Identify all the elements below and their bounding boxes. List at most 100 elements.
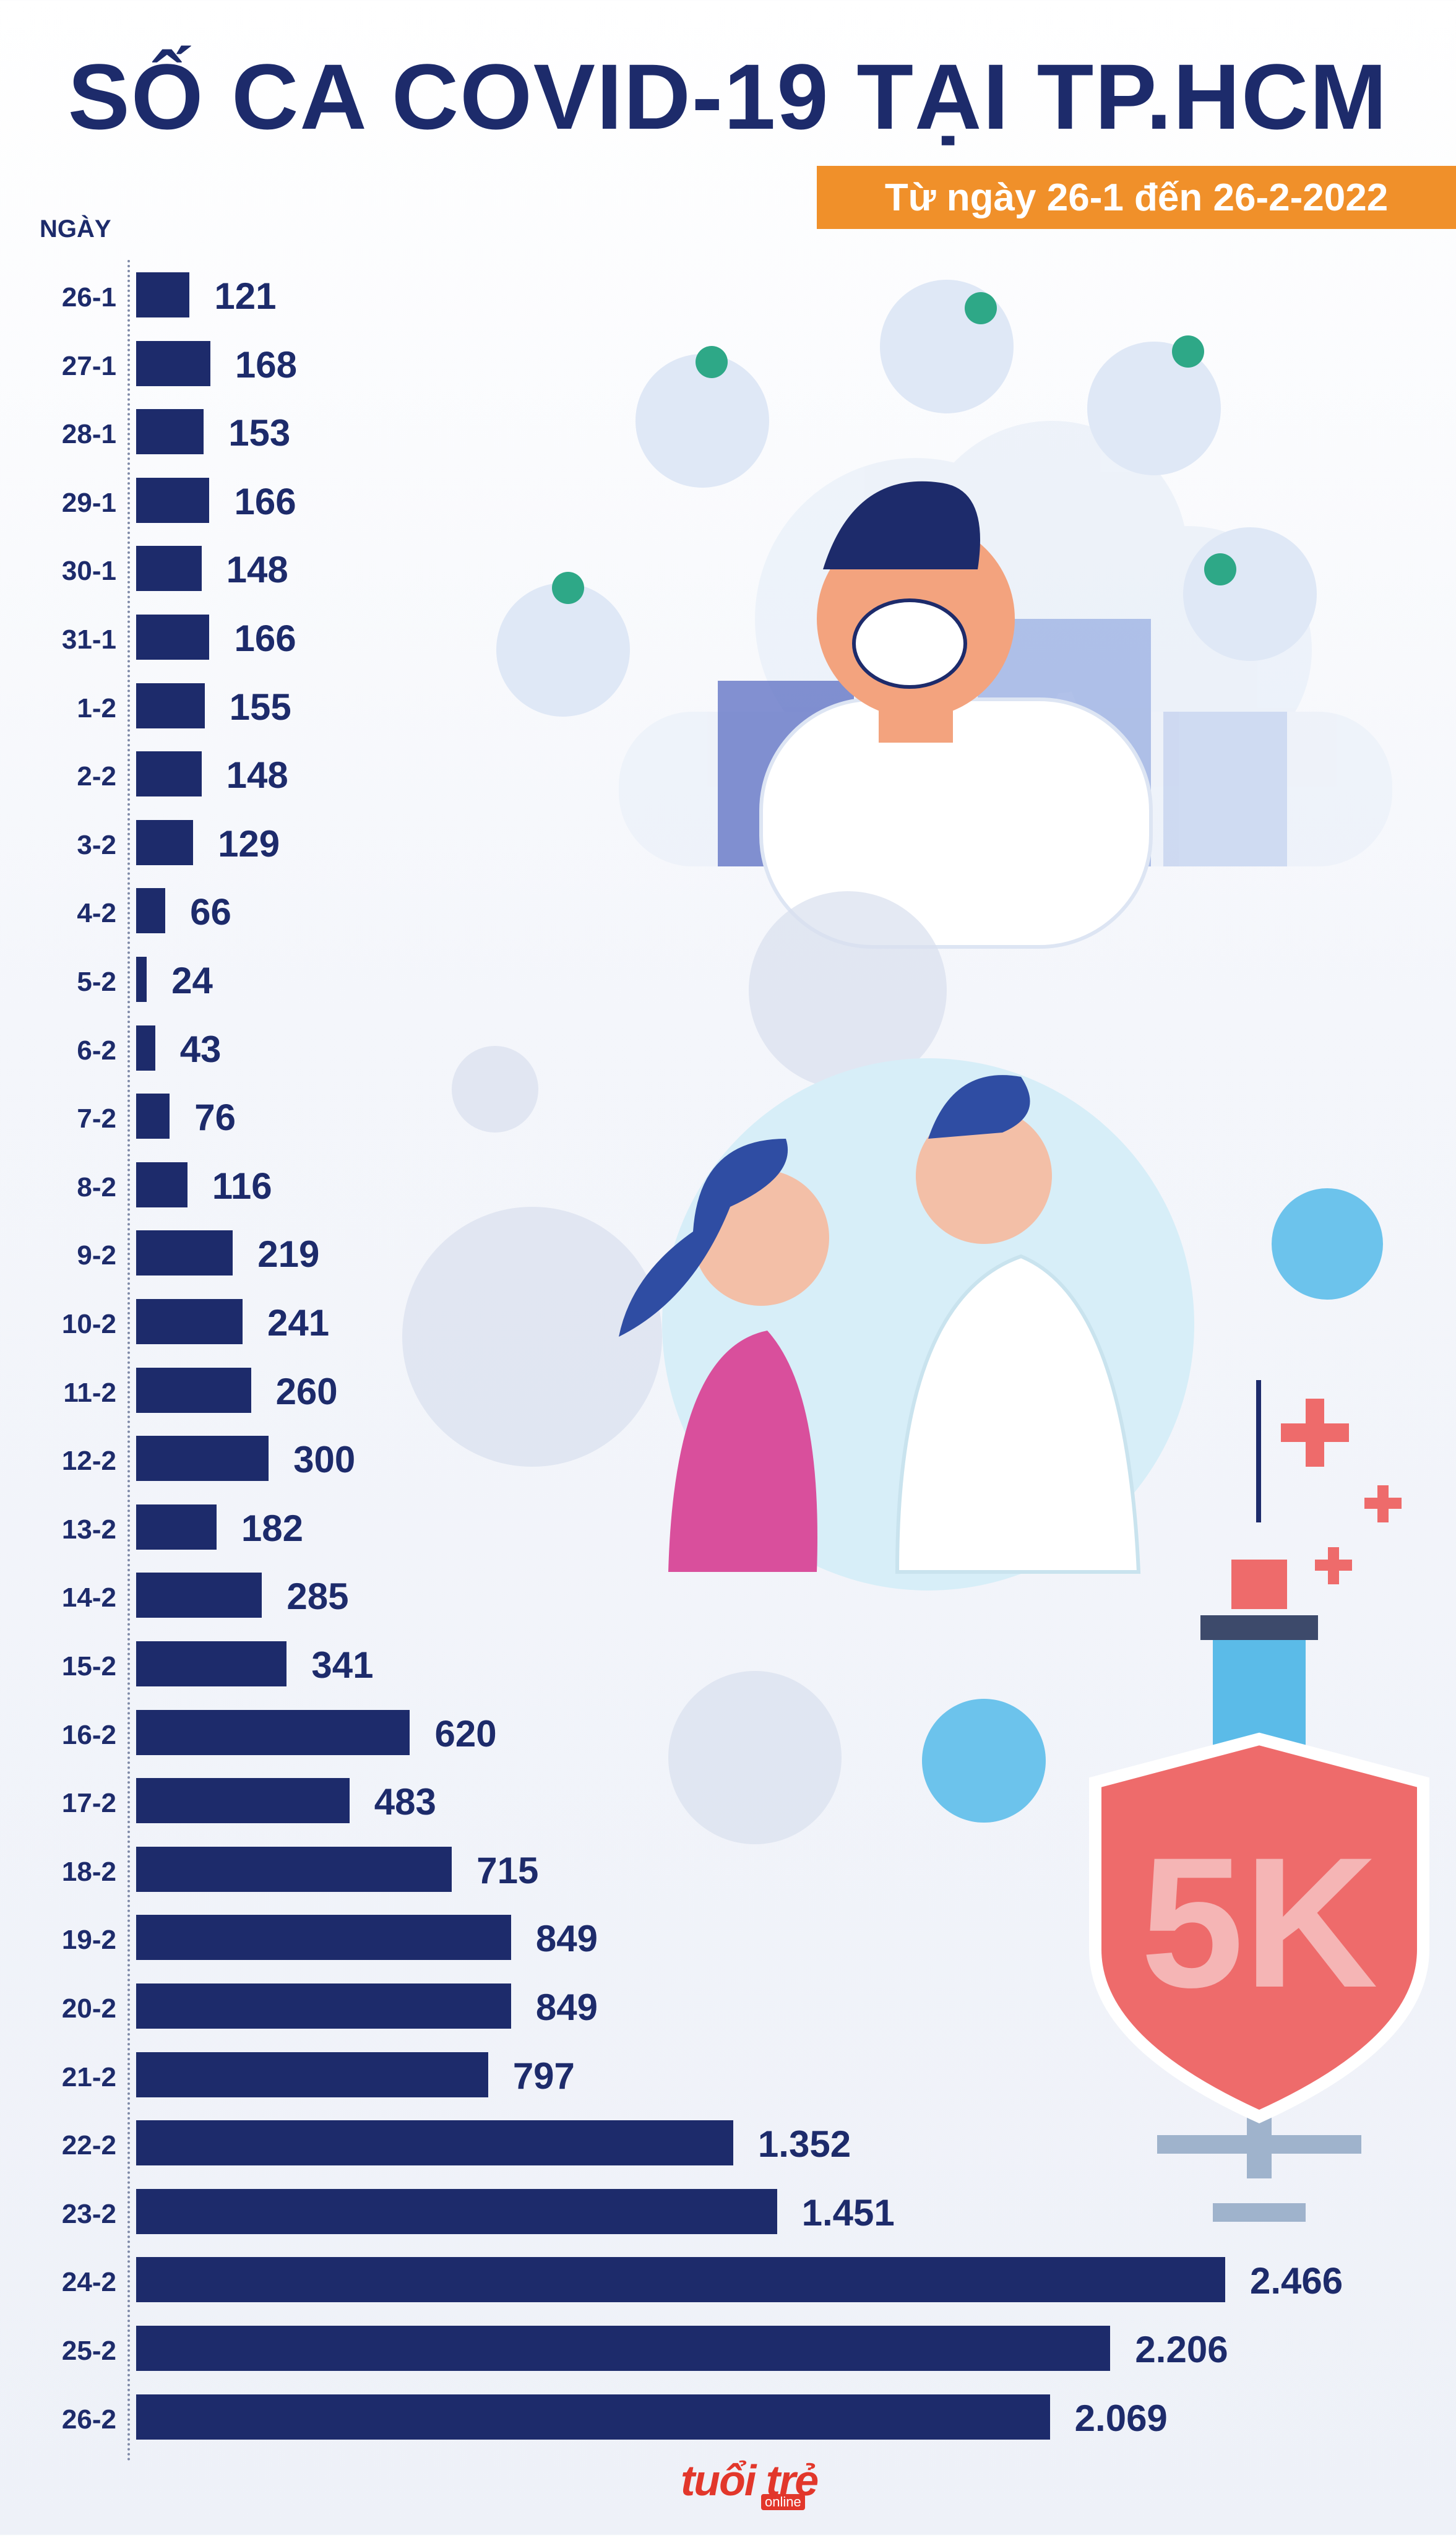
bar xyxy=(136,1778,350,1824)
axis-label: NGÀY xyxy=(40,215,111,243)
value-label: 155 xyxy=(229,686,291,728)
category-label: 10-2 xyxy=(61,1309,116,1339)
category-label: 24-2 xyxy=(61,2267,116,2298)
category-label: 9-2 xyxy=(77,1240,116,1271)
bar xyxy=(136,477,210,523)
bar xyxy=(136,1846,452,1892)
category-label: 16-2 xyxy=(61,1719,116,1750)
value-label: 1.352 xyxy=(757,2123,851,2165)
category-label: 29-1 xyxy=(61,487,116,518)
value-label: 620 xyxy=(434,1712,497,1755)
category-label: 23-2 xyxy=(61,2198,116,2229)
value-label: 797 xyxy=(512,2055,575,2097)
value-label: 182 xyxy=(241,1507,303,1549)
bar xyxy=(136,340,210,386)
value-label: 2.466 xyxy=(1250,2260,1343,2302)
bar xyxy=(136,957,147,1002)
bar xyxy=(136,2188,777,2234)
bar xyxy=(136,1367,251,1413)
category-label: 25-2 xyxy=(61,2336,116,2366)
value-label: 148 xyxy=(226,754,288,796)
value-label: 153 xyxy=(228,412,291,454)
bar xyxy=(136,1094,170,1139)
value-label: 2.069 xyxy=(1074,2397,1168,2439)
category-label: 13-2 xyxy=(61,1514,116,1545)
category-label: 2-2 xyxy=(77,761,116,792)
bar xyxy=(136,1025,155,1071)
category-label: 18-2 xyxy=(61,1856,116,1887)
category-label: 28-1 xyxy=(61,419,116,450)
bar xyxy=(136,409,204,455)
category-label: 7-2 xyxy=(77,1103,116,1134)
value-label: 241 xyxy=(267,1302,330,1344)
category-label: 19-2 xyxy=(61,1925,116,1956)
value-label: 116 xyxy=(212,1165,272,1207)
category-label: 14-2 xyxy=(61,1582,116,1613)
value-label: 43 xyxy=(179,1028,222,1070)
value-label: 168 xyxy=(235,343,297,386)
bar xyxy=(136,1641,287,1686)
bar xyxy=(136,1915,511,1961)
value-label: 166 xyxy=(234,618,296,659)
category-label: 5-2 xyxy=(77,967,116,997)
category-label: 1-2 xyxy=(77,693,116,723)
bar xyxy=(136,1504,217,1550)
bar xyxy=(136,1162,187,1207)
value-label: 260 xyxy=(275,1370,338,1412)
category-label: 27-1 xyxy=(61,350,116,381)
value-label: 76 xyxy=(194,1097,236,1139)
bar xyxy=(136,2120,733,2166)
bar xyxy=(136,1709,410,1755)
axis-line xyxy=(127,260,132,2463)
value-label: 66 xyxy=(190,891,231,933)
value-label: 849 xyxy=(535,1987,598,2028)
value-label: 219 xyxy=(257,1233,320,1275)
value-label: 483 xyxy=(374,1781,436,1823)
date-range-badge: Từ ngày 26-1 đến 26-2-2022 xyxy=(817,166,1456,229)
value-label: 24 xyxy=(171,960,213,1001)
category-label: 12-2 xyxy=(61,1446,116,1477)
bar xyxy=(136,1983,511,2029)
category-label: 15-2 xyxy=(61,1651,116,1681)
bar xyxy=(136,2394,1050,2440)
category-label: 26-1 xyxy=(61,282,116,313)
category-label: 20-2 xyxy=(61,1993,116,2024)
bar xyxy=(136,272,190,317)
category-label: 4-2 xyxy=(77,898,116,929)
bar xyxy=(136,1299,243,1344)
page-title: SỐ CA COVID-19 TẠI TP.HCM xyxy=(67,45,1389,149)
category-label: 6-2 xyxy=(77,1035,116,1066)
bar xyxy=(136,2257,1225,2303)
category-label: 11-2 xyxy=(63,1377,116,1408)
category-label: 26-2 xyxy=(61,2404,116,2435)
value-label: 166 xyxy=(234,480,296,522)
category-label: 8-2 xyxy=(77,1172,116,1202)
bar xyxy=(136,888,166,934)
bar xyxy=(136,546,202,592)
value-label: 2.206 xyxy=(1135,2329,1228,2370)
bar xyxy=(136,819,194,865)
bar xyxy=(136,2052,488,2097)
brand-logo-sub: online xyxy=(761,2494,805,2510)
value-label: 1.451 xyxy=(801,2191,895,2234)
bar xyxy=(136,1573,262,1618)
category-label: 30-1 xyxy=(61,556,116,587)
bar xyxy=(136,615,210,660)
category-label: 3-2 xyxy=(77,829,116,860)
value-label: 849 xyxy=(535,1918,598,1960)
value-label: 300 xyxy=(293,1439,356,1481)
value-label: 341 xyxy=(311,1644,374,1686)
category-label: 21-2 xyxy=(61,2061,116,2092)
value-label: 129 xyxy=(218,822,280,865)
value-label: 715 xyxy=(476,1849,539,1891)
bar xyxy=(136,683,205,728)
category-label: 22-2 xyxy=(61,2130,116,2161)
category-label: 17-2 xyxy=(61,1788,116,1819)
bar xyxy=(136,1436,269,1482)
bar xyxy=(136,2326,1111,2371)
value-label: 148 xyxy=(226,549,288,591)
value-label: 121 xyxy=(214,275,277,317)
value-label: 285 xyxy=(286,1576,349,1618)
bar xyxy=(136,751,202,797)
